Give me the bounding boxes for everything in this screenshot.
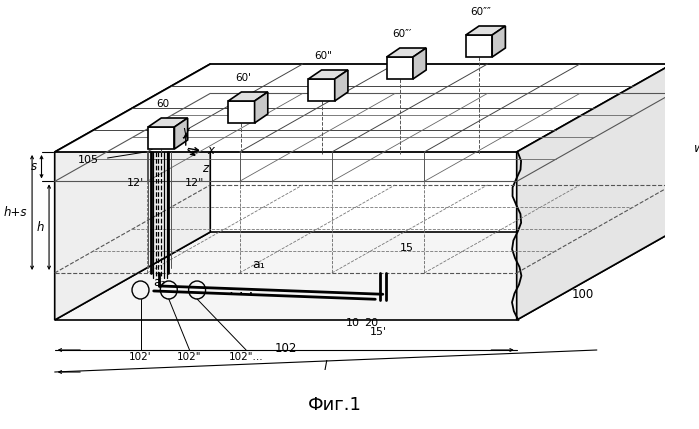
Text: 20: 20: [364, 318, 379, 328]
Text: y: y: [182, 125, 189, 138]
Text: 12': 12': [127, 178, 145, 188]
Polygon shape: [55, 232, 672, 320]
Text: 60': 60': [236, 73, 251, 83]
Text: 60″′: 60″′: [392, 29, 411, 39]
Polygon shape: [387, 57, 413, 79]
Text: a₁: a₁: [253, 259, 266, 272]
Polygon shape: [55, 64, 210, 320]
Text: Фиг.1: Фиг.1: [308, 396, 361, 414]
Text: . . .: . . .: [229, 283, 254, 297]
Polygon shape: [517, 64, 672, 320]
Text: 102: 102: [275, 342, 297, 355]
Polygon shape: [148, 127, 175, 149]
Polygon shape: [228, 101, 254, 123]
Polygon shape: [492, 26, 505, 57]
Polygon shape: [466, 26, 505, 35]
Text: l: l: [324, 360, 327, 373]
Text: 10: 10: [345, 318, 360, 328]
Text: w: w: [694, 142, 699, 154]
Text: 15': 15': [370, 327, 387, 337]
Text: h: h: [37, 221, 44, 234]
Text: a₂: a₂: [154, 277, 166, 290]
Polygon shape: [308, 70, 348, 79]
Text: 60″″: 60″″: [470, 7, 491, 17]
Polygon shape: [254, 92, 268, 123]
Text: 102': 102': [129, 352, 152, 362]
Text: 102": 102": [178, 352, 202, 362]
Text: x: x: [208, 145, 215, 157]
Text: 102"...: 102"...: [229, 352, 264, 362]
Text: 60: 60: [157, 99, 170, 109]
Polygon shape: [308, 79, 335, 101]
Polygon shape: [466, 35, 492, 57]
Text: h+s: h+s: [4, 206, 27, 219]
Polygon shape: [335, 70, 348, 101]
Text: z: z: [202, 162, 208, 175]
Text: 105: 105: [78, 155, 99, 165]
Text: 15: 15: [400, 243, 414, 253]
Polygon shape: [387, 48, 426, 57]
Text: 60": 60": [315, 51, 332, 61]
Text: s: s: [31, 160, 37, 173]
Polygon shape: [228, 92, 268, 101]
Polygon shape: [413, 48, 426, 79]
Polygon shape: [55, 64, 672, 152]
Text: 100: 100: [571, 288, 593, 302]
Text: 12": 12": [185, 178, 204, 188]
Polygon shape: [175, 118, 187, 149]
Polygon shape: [148, 118, 187, 127]
